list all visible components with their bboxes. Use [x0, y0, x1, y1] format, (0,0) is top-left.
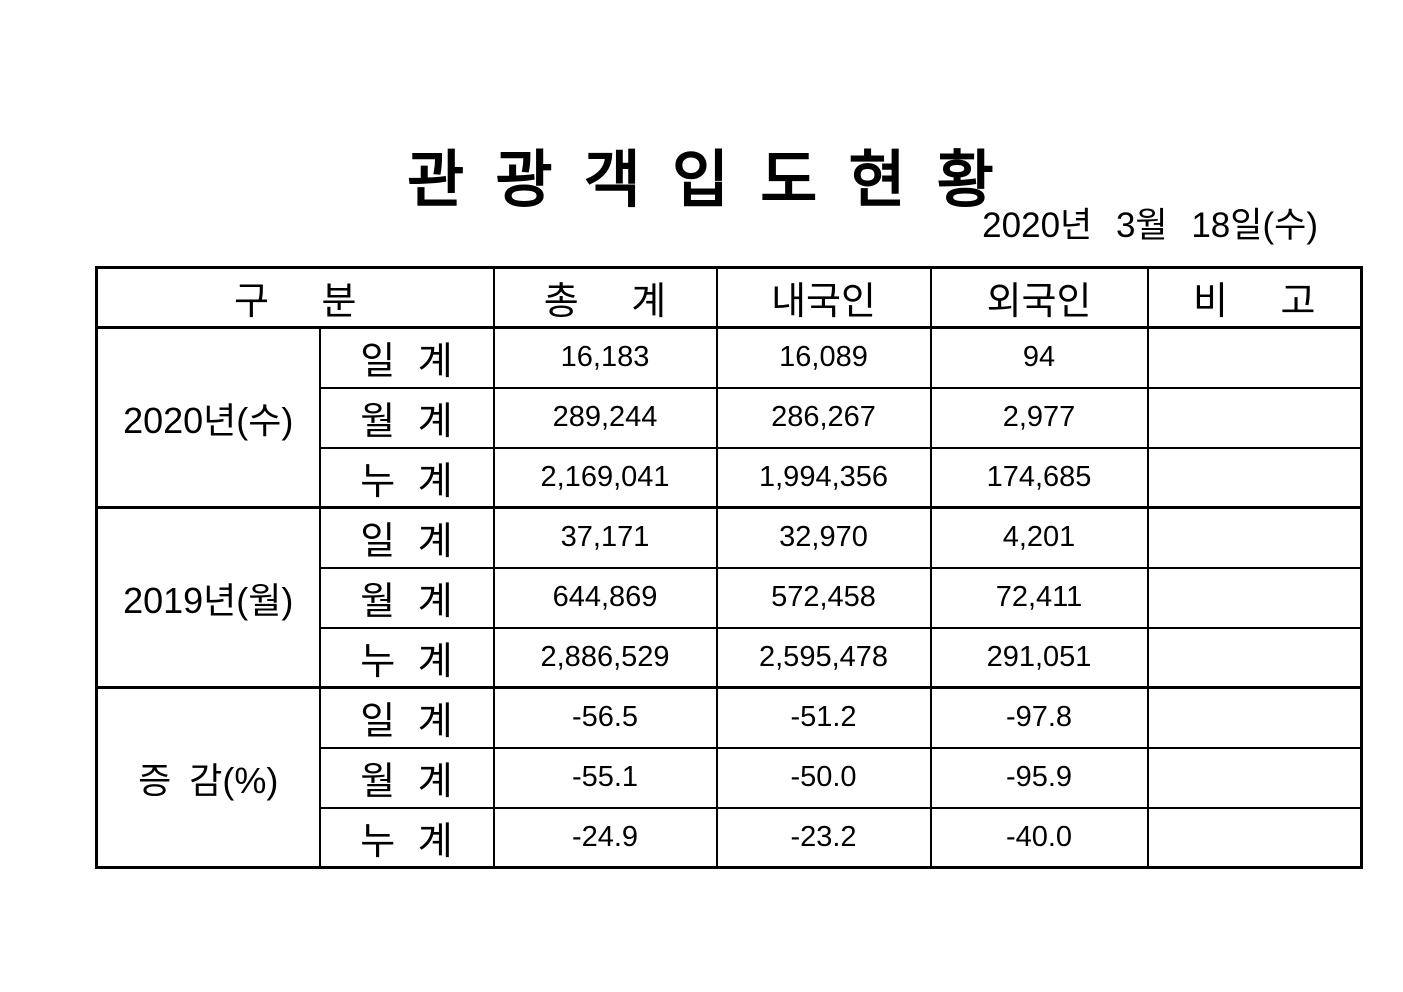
domestic-cell: 1,994,356 — [715, 446, 932, 509]
header-foreign: 외국인 — [929, 266, 1149, 329]
table-header-row: 구 분 총 계 내국인 외국인 비 고 — [95, 266, 1363, 329]
foreign-cell: -97.8 — [929, 686, 1149, 749]
note-cell — [1146, 626, 1363, 689]
total-cell: -55.1 — [492, 746, 718, 809]
total-cell: 289,244 — [492, 386, 718, 449]
report-date: 2020년 3월 18일(수) — [982, 206, 1318, 245]
domestic-cell: 286,267 — [715, 386, 932, 449]
table-row: 월 계 -55.1 -50.0 -95.9 — [97, 746, 1363, 809]
header-category: 구 분 — [95, 266, 495, 329]
domestic-cell: -23.2 — [715, 806, 932, 869]
total-cell: -56.5 — [492, 686, 718, 749]
row-label-cell: 누 계 — [318, 806, 495, 869]
total-cell: 644,869 — [492, 566, 718, 629]
row-label-cell: 일 계 — [318, 506, 495, 569]
note-cell — [1146, 566, 1363, 629]
row-label-cell: 월 계 — [318, 746, 495, 809]
table-row: 2019년(월) 일 계 37,171 32,970 4,201 — [95, 506, 1363, 689]
domestic-cell: 16,089 — [715, 326, 932, 389]
foreign-cell: 72,411 — [929, 566, 1149, 629]
foreign-cell: 291,051 — [929, 626, 1149, 689]
row-label-cell: 누 계 — [318, 446, 495, 509]
row-label-cell: 일 계 — [318, 686, 495, 749]
row-label-cell: 누 계 — [318, 626, 495, 689]
row-label-cell: 일 계 — [318, 326, 495, 389]
foreign-cell: 94 — [929, 326, 1149, 389]
table-row: 증 감(%) 일 계 -56.5 -51.2 -97.8 — [95, 686, 1363, 869]
domestic-cell: -50.0 — [715, 746, 932, 809]
table-row: 2020년(수) 일 계 16,183 16,089 94 — [95, 326, 1363, 509]
note-cell — [1146, 806, 1363, 869]
total-cell: 16,183 — [492, 326, 718, 389]
foreign-cell: 4,201 — [929, 506, 1149, 569]
note-cell — [1146, 686, 1363, 749]
foreign-cell: -40.0 — [929, 806, 1149, 869]
group-label-change: 증 감(%) — [95, 686, 321, 869]
group-label-2020: 2020년(수) — [95, 326, 321, 509]
total-cell: 37,171 — [492, 506, 718, 569]
domestic-cell: 2,595,478 — [715, 626, 932, 689]
note-cell — [1146, 386, 1363, 449]
total-cell: -24.9 — [492, 806, 718, 869]
table-row: 월 계 644,869 572,458 72,411 — [97, 566, 1363, 629]
note-cell — [1146, 446, 1363, 509]
note-cell — [1146, 506, 1363, 569]
header-total: 총 계 — [492, 266, 718, 329]
note-cell — [1146, 746, 1363, 809]
header-note: 비 고 — [1146, 266, 1363, 329]
header-domestic: 내국인 — [715, 266, 932, 329]
table-row: 누 계 2,169,041 1,994,356 174,685 — [97, 446, 1363, 509]
domestic-cell: -51.2 — [715, 686, 932, 749]
table-row: 누 계 -24.9 -23.2 -40.0 — [97, 806, 1363, 869]
group-label-2019: 2019년(월) — [95, 506, 321, 689]
foreign-cell: 174,685 — [929, 446, 1149, 509]
table-row: 누 계 2,886,529 2,595,478 291,051 — [97, 626, 1363, 689]
foreign-cell: 2,977 — [929, 386, 1149, 449]
table-row: 월 계 289,244 286,267 2,977 — [97, 386, 1363, 449]
tourist-arrivals-table: 구 분 총 계 내국인 외국인 비 고 2020년(수) 일 계 16,183 … — [95, 266, 1364, 869]
domestic-cell: 32,970 — [715, 506, 932, 569]
domestic-cell: 572,458 — [715, 566, 932, 629]
note-cell — [1146, 326, 1363, 389]
row-label-cell: 월 계 — [318, 566, 495, 629]
page-title: 관 광 객 입 도 현 황 — [407, 145, 996, 215]
row-label-cell: 월 계 — [318, 386, 495, 449]
foreign-cell: -95.9 — [929, 746, 1149, 809]
total-cell: 2,886,529 — [492, 626, 718, 689]
total-cell: 2,169,041 — [492, 446, 718, 509]
